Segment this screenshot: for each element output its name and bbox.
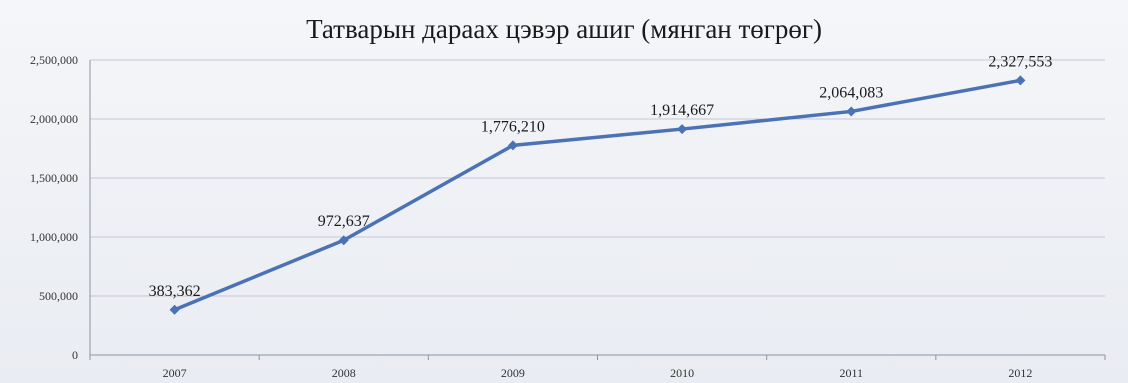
- x-tick-label: 2007: [163, 366, 187, 380]
- x-tick-label: 2009: [501, 366, 525, 380]
- y-tick-label: 2,500,000: [30, 53, 78, 67]
- data-label: 2,064,083: [819, 84, 883, 101]
- axes: [89, 60, 1106, 360]
- chart-title: Татварын дараах цэвэр ашиг (мянган төгрө…: [306, 14, 822, 44]
- data-point: [338, 235, 349, 246]
- data-label: 383,362: [149, 283, 201, 300]
- labels-layer: 0 500,000 1,000,000 1,500,000 2,000,000 2,500…: [30, 53, 1052, 380]
- x-tick-label: 2010: [670, 366, 694, 380]
- y-tick-label: 1,500,000: [30, 171, 78, 185]
- data-label: 1,914,667: [650, 102, 714, 119]
- data-label: 972,637: [318, 213, 370, 230]
- data-point: [507, 140, 518, 151]
- data-label: 1,776,210: [481, 118, 545, 135]
- series-line: [173, 78, 1021, 312]
- y-tick-label: 0: [72, 348, 78, 362]
- x-tick-label: 2008: [332, 366, 356, 380]
- y-tick-label: 1,000,000: [30, 230, 78, 244]
- data-point: [677, 124, 688, 135]
- gridlines: [90, 59, 1105, 297]
- series-layer: [169, 75, 1026, 315]
- y-tick-label: 2,000,000: [30, 112, 78, 126]
- data-point: [1015, 75, 1026, 86]
- x-tick-label: 2011: [839, 366, 863, 380]
- data-point: [846, 106, 857, 117]
- data-point: [169, 304, 180, 315]
- x-tick-label: 2012: [1008, 366, 1032, 380]
- y-tick-label: 500,000: [39, 289, 78, 303]
- data-label: 2,327,553: [988, 53, 1052, 70]
